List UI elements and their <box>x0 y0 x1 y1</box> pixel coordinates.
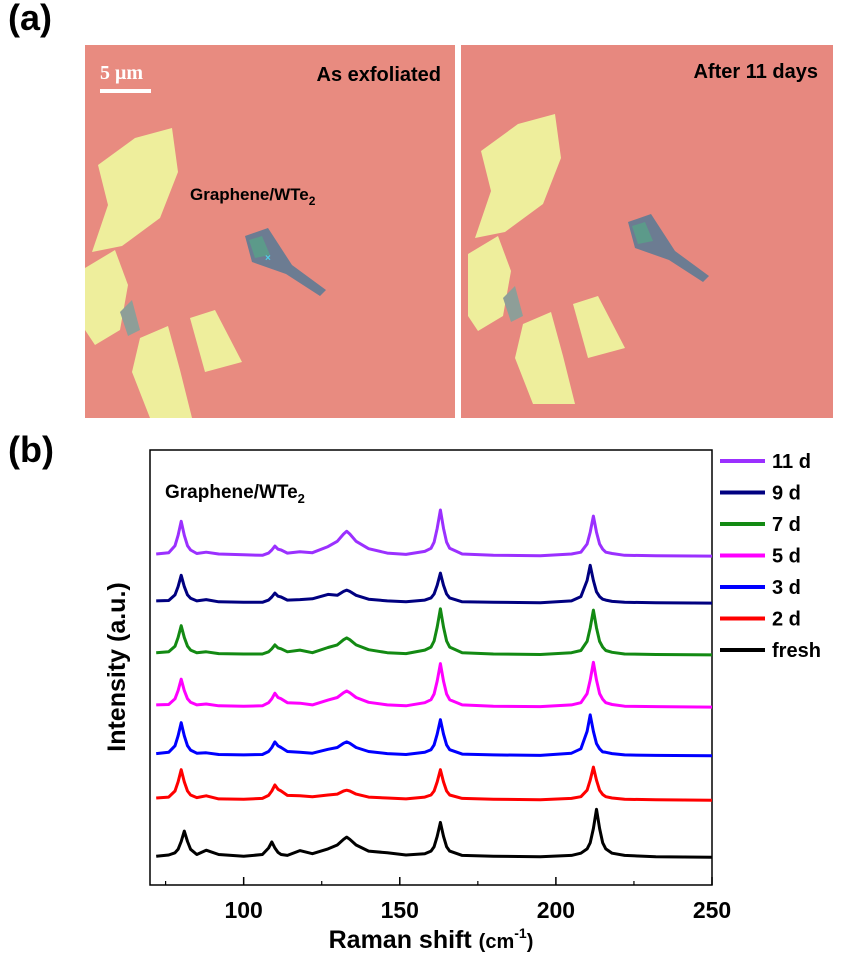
legend-label: 11 d <box>772 451 811 473</box>
x-label-unit: (cm <box>479 931 515 953</box>
legend-label: 9 d <box>772 483 801 505</box>
series-line <box>156 607 713 657</box>
scale-label: 5 μm <box>100 62 143 84</box>
series-line <box>156 563 713 605</box>
micrograph <box>85 45 455 418</box>
legend-label: 5 d <box>772 546 801 568</box>
annotation-sub: 2 <box>309 194 316 208</box>
image-caption: After 11 days <box>693 61 818 83</box>
micrograph <box>461 45 833 418</box>
x-tick-label: 100 <box>224 897 262 923</box>
legend-label: 3 d <box>772 577 801 599</box>
legend-label: 7 d <box>772 514 801 536</box>
chart-annotation: Graphene/WTe2 <box>165 482 305 506</box>
x-axis-label: Raman shift (cm-1) <box>329 925 534 954</box>
annotation-sub: 2 <box>298 491 305 506</box>
marker: × <box>265 253 271 264</box>
panel-label: (a) <box>8 0 52 38</box>
panel-label: (b) <box>8 429 54 470</box>
plot-frame <box>149 449 713 886</box>
x-label-sup: -1 <box>514 925 527 941</box>
series-line <box>156 660 713 709</box>
image-annotation: Graphene/WTe2 <box>190 185 316 208</box>
annotation-text: Graphene/WTe <box>190 185 309 204</box>
annotation-text: Graphene/WTe <box>165 482 298 503</box>
series-line <box>156 807 713 859</box>
series-line <box>156 765 713 802</box>
x-tick-label: 250 <box>693 897 731 923</box>
x-tick-label: 200 <box>537 897 575 923</box>
image-caption: As exfoliated <box>317 64 441 86</box>
series-line <box>156 713 713 758</box>
x-label-close: ) <box>527 931 534 953</box>
x-tick-label: 150 <box>381 897 419 923</box>
legend-label: fresh <box>772 640 821 662</box>
series-line <box>156 508 713 558</box>
x-label-text: Raman shift <box>329 926 479 954</box>
y-axis-label: Intensity (a.u.) <box>103 582 131 751</box>
legend-label: 2 d <box>772 609 801 631</box>
